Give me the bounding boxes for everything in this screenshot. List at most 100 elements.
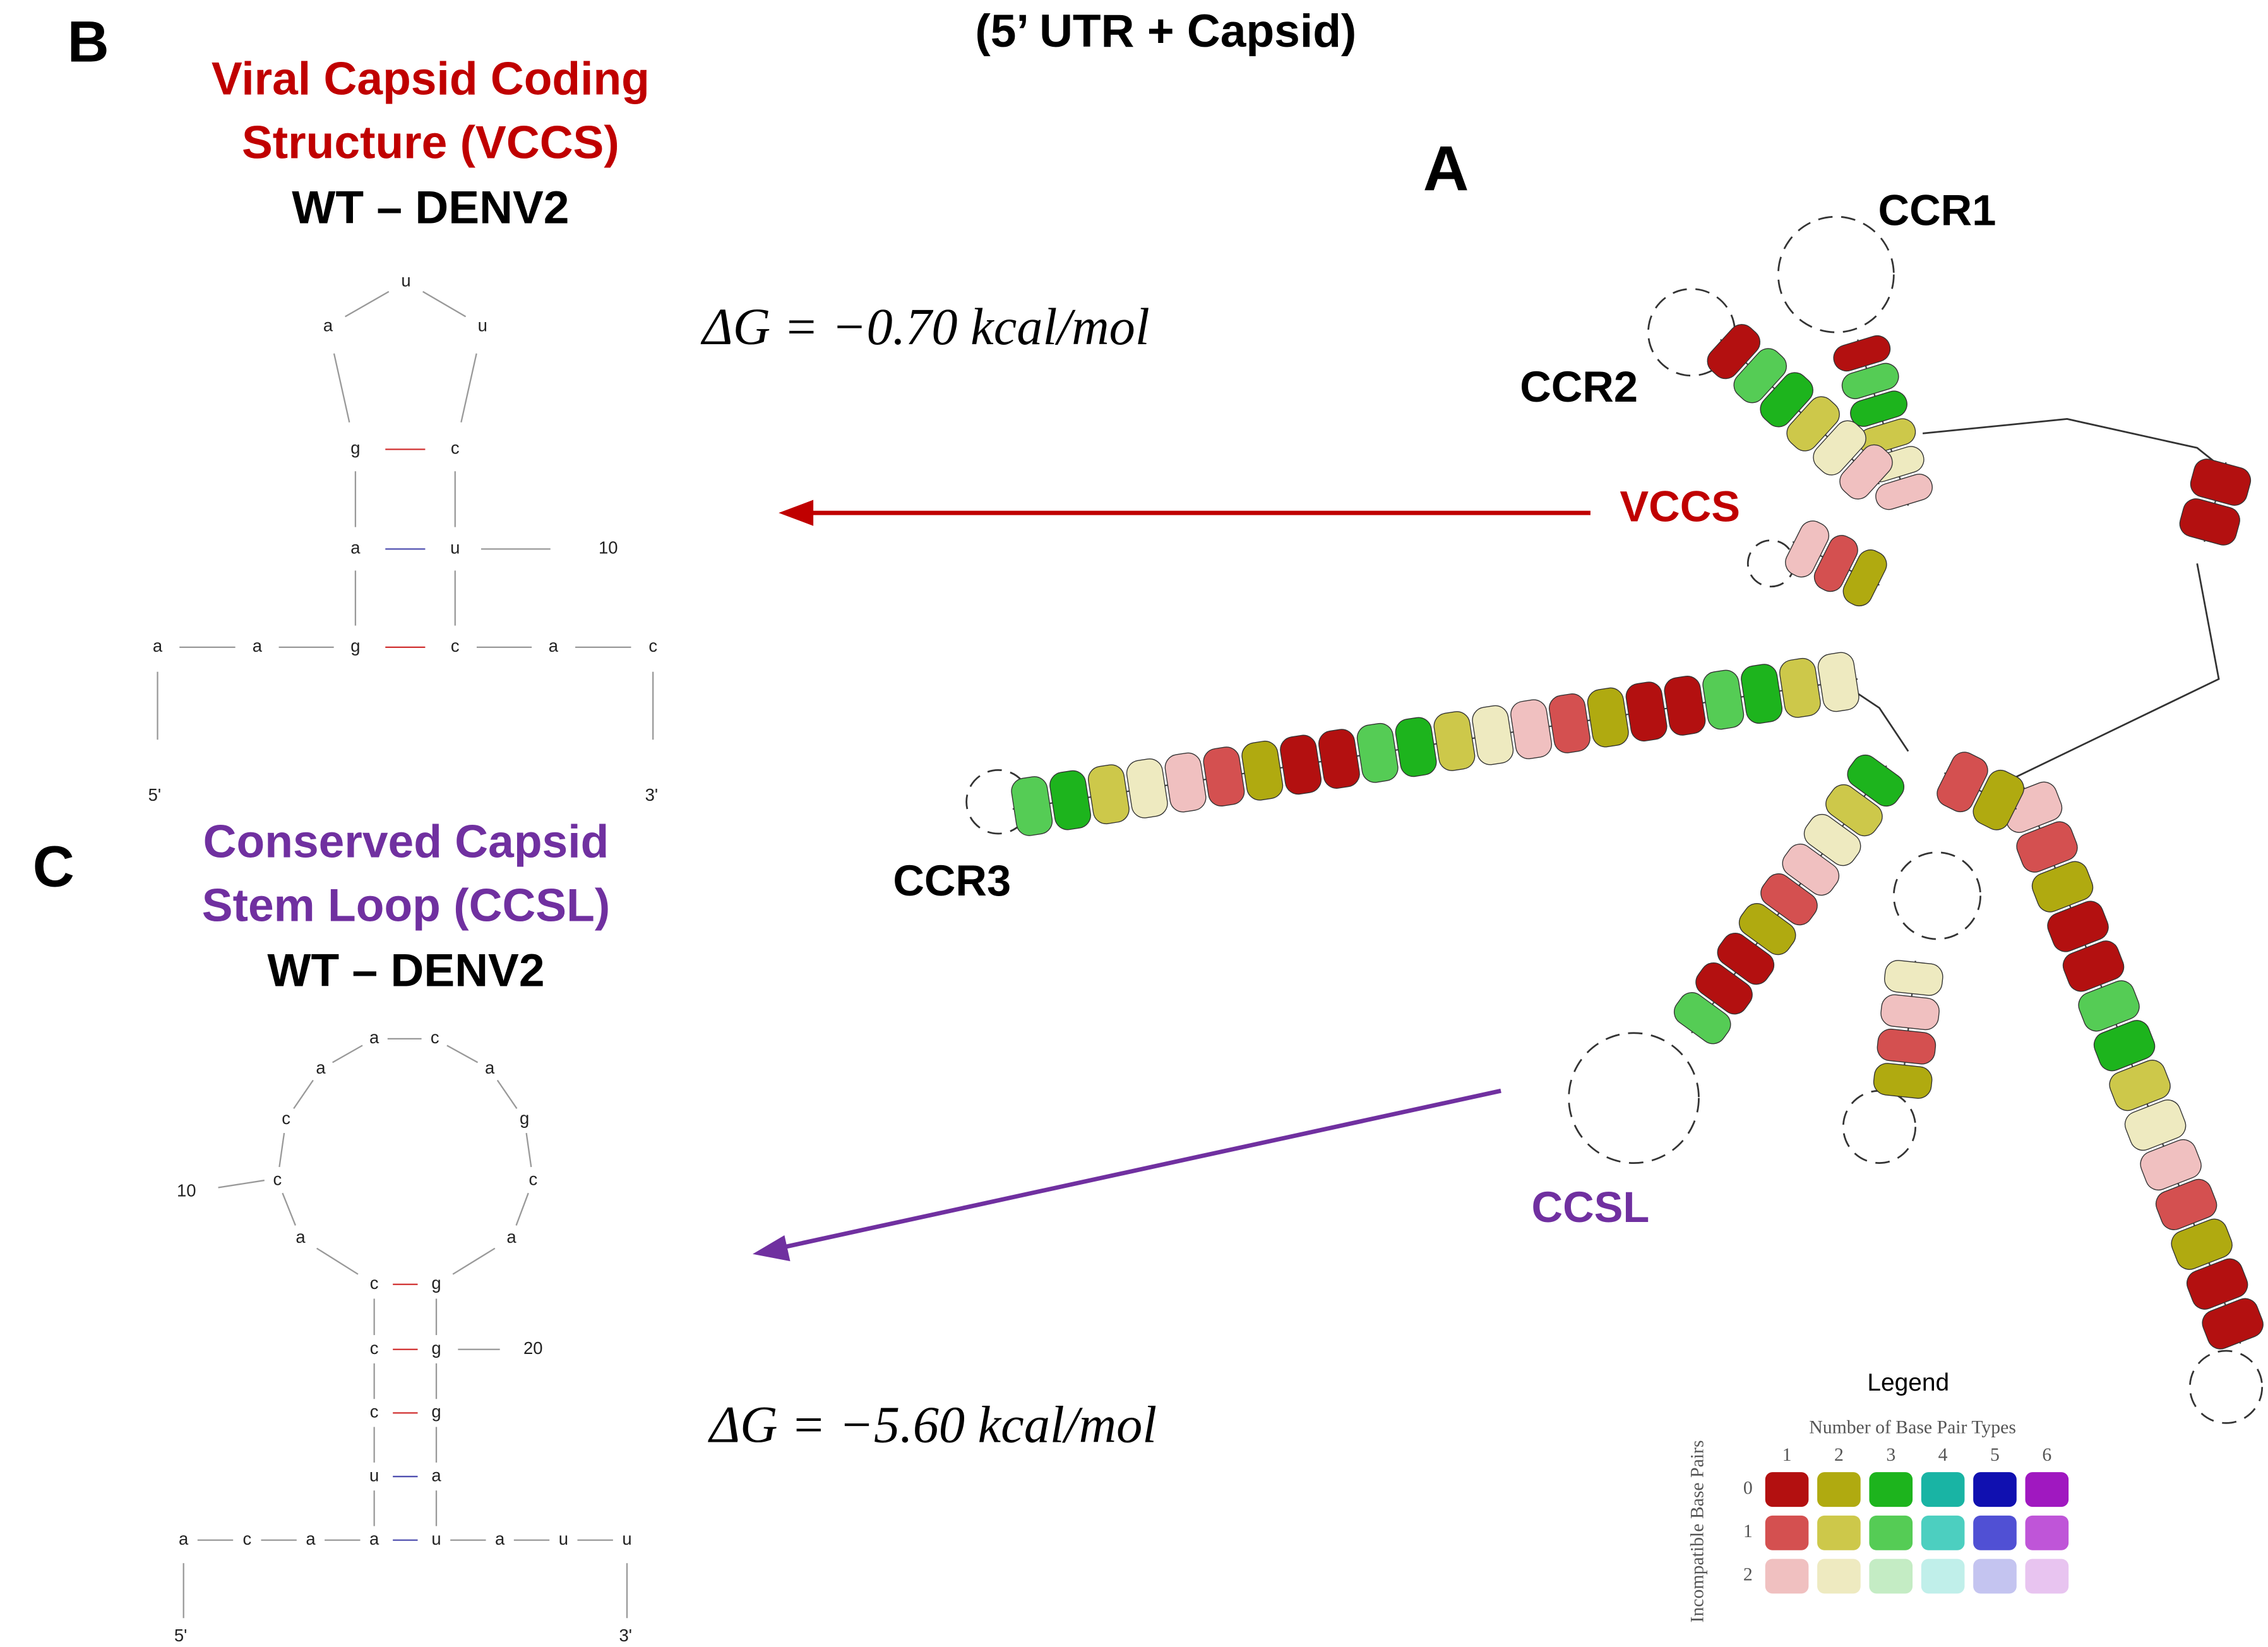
nucleotide: a <box>306 1529 316 1548</box>
nucleotide: u <box>450 538 460 558</box>
base-pair <box>1202 745 1246 808</box>
legend-swatch <box>1765 1472 1809 1507</box>
legend-swatch <box>1921 1472 1965 1507</box>
nucleotide: a <box>485 1058 495 1077</box>
nucleotide: a <box>369 1027 379 1047</box>
legend-swatch <box>1973 1472 2017 1507</box>
legend-swatch <box>2026 1559 2069 1593</box>
nucleotide: c <box>648 636 657 656</box>
base-pair <box>1624 680 1668 743</box>
legend-swatch <box>1765 1559 1809 1593</box>
nucleotide: a <box>350 538 361 558</box>
nucleotide: a <box>179 1529 189 1548</box>
legend-swatch <box>2026 1472 2069 1507</box>
nucleotide: a <box>506 1227 516 1247</box>
bond <box>279 1133 284 1167</box>
legend-swatch <box>1973 1559 2017 1593</box>
base-pair <box>1778 657 1822 719</box>
bond <box>345 292 389 317</box>
base-pair <box>1356 722 1400 784</box>
nucleotide: a <box>549 636 559 656</box>
loop <box>1843 1091 1915 1163</box>
legend-swatch <box>1817 1472 1861 1507</box>
legend-column: 6 <box>2042 1444 2051 1465</box>
nucleotide: u <box>478 315 487 335</box>
nucleotide: g <box>520 1108 529 1128</box>
ccsl-label: CCSL <box>1532 1183 1650 1231</box>
base-pair <box>1317 728 1361 790</box>
legend-title: Legend <box>1867 1369 1949 1396</box>
bond <box>498 1081 517 1109</box>
panel-title: Stem Loop (CCSL) <box>202 879 610 931</box>
end-label: 5' <box>148 785 162 805</box>
energy: ΔG = −0.70 kcal/mol <box>700 298 1149 356</box>
nucleotide: g <box>431 1273 441 1293</box>
legend-swatch <box>1921 1516 1965 1550</box>
base-pair <box>1125 757 1169 820</box>
position-number: 20 <box>523 1338 543 1358</box>
position-number: 10 <box>177 1181 196 1201</box>
legend-swatch <box>1817 1516 1861 1550</box>
nucleotide: g <box>431 1402 441 1422</box>
nucleotide: c <box>273 1169 282 1189</box>
legend-column: 4 <box>1938 1444 1948 1465</box>
legend-swatch <box>2026 1516 2069 1550</box>
base-pair <box>1873 1062 1933 1099</box>
arrow-head <box>753 1235 790 1261</box>
nucleotide: a <box>153 636 163 656</box>
structure-c: acaacgccaacgcgcguaacaauauu10205'3' <box>174 1027 632 1645</box>
arrow-head <box>779 500 813 526</box>
nucleotide: a <box>431 1465 441 1485</box>
loop <box>2190 1351 2262 1423</box>
bond <box>453 1249 495 1274</box>
panel-title: Conserved Capsid <box>203 816 609 868</box>
figure: (5’ UTR + Capsid) B Viral Capsid Coding … <box>0 0 2268 1647</box>
base-pair <box>1548 692 1592 755</box>
base-pair <box>1240 740 1284 802</box>
panel-title: Structure (VCCS) <box>242 116 619 168</box>
backbone <box>1923 419 2233 477</box>
legend-swatch <box>1817 1559 1861 1593</box>
nucleotide: c <box>370 1273 379 1293</box>
legend-swatch <box>1869 1559 1913 1593</box>
nucleotide: a <box>369 1529 379 1548</box>
legend-column: 5 <box>1990 1444 2000 1465</box>
bond <box>333 1045 362 1062</box>
bond <box>461 354 476 422</box>
bond <box>317 1249 358 1274</box>
panel-title: Viral Capsid Coding <box>212 53 650 105</box>
legend-swatch <box>1921 1559 1965 1593</box>
legend-swatch <box>1869 1516 1913 1550</box>
region-label: CCR2 <box>1520 362 1638 411</box>
base-pair <box>1394 716 1438 778</box>
bond <box>516 1193 528 1225</box>
structure-b: uaugcauaagcac105'3' <box>148 270 658 804</box>
bond <box>218 1180 265 1187</box>
bond <box>447 1045 478 1062</box>
vccs-label: VCCS <box>1620 482 1740 531</box>
nucleotide: c <box>451 438 460 458</box>
nucleotide: g <box>350 636 360 656</box>
bond <box>423 292 466 317</box>
region-label: CCR3 <box>893 856 1011 905</box>
nucleotide: u <box>369 1465 379 1485</box>
panel-label: C <box>33 835 75 899</box>
nucleotide: a <box>316 1058 326 1077</box>
nucleotide: u <box>622 1529 631 1548</box>
legend-column: 2 <box>1834 1444 1844 1465</box>
panel-label: B <box>68 9 109 74</box>
panel-subtitle: WT – DENV2 <box>292 181 569 233</box>
base-pair <box>1817 650 1861 713</box>
loop <box>1894 853 1980 939</box>
region-label: CCR1 <box>1878 186 1996 235</box>
nucleotide: c <box>528 1169 537 1189</box>
legend-subtitle: Number of Base Pair Types <box>1809 1416 2016 1437</box>
loop <box>1778 217 1894 332</box>
nucleotide: u <box>559 1529 568 1548</box>
end-label: 5' <box>174 1626 188 1645</box>
nucleotide: g <box>350 438 360 458</box>
base-pair <box>1880 993 1940 1031</box>
base-pair <box>1740 662 1784 725</box>
base-pair <box>1509 698 1553 760</box>
base-pair <box>1048 769 1092 832</box>
